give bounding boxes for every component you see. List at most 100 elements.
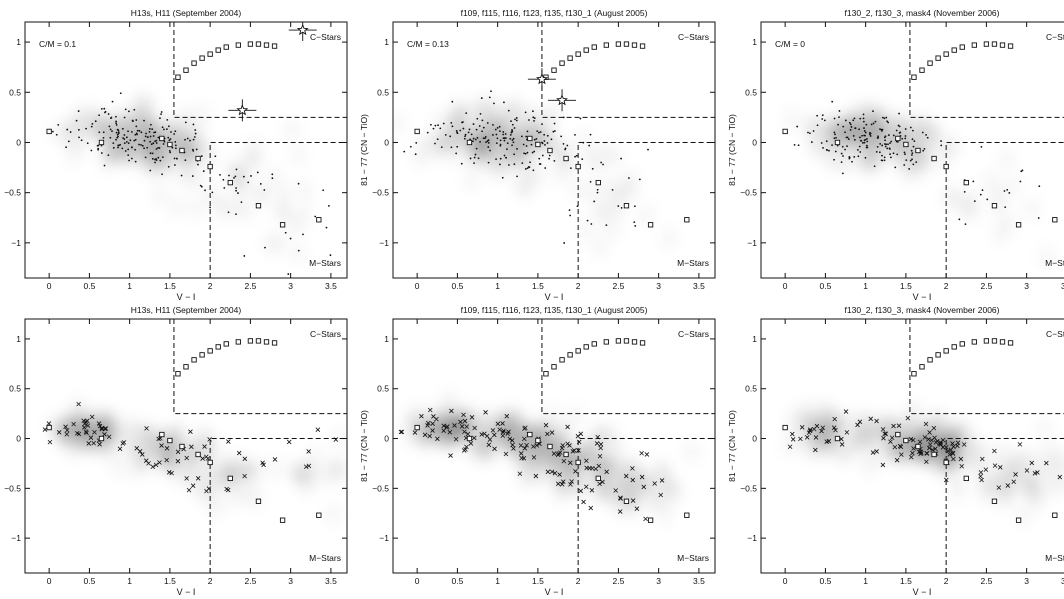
axes-frame	[24, 21, 348, 279]
star-point	[1019, 180, 1022, 183]
density-cell	[119, 114, 130, 133]
density-cell	[102, 152, 113, 171]
star-cross	[896, 423, 902, 428]
density-cell	[166, 141, 177, 160]
density-cell	[984, 475, 995, 494]
star-cross	[448, 453, 453, 458]
density-cell	[583, 436, 594, 455]
x-tick-label: 2	[944, 576, 949, 586]
reference-square	[639, 43, 646, 49]
star-point	[509, 133, 512, 136]
star-cross	[441, 423, 447, 429]
star-cross	[557, 472, 562, 477]
star-point	[844, 148, 846, 151]
density-cell	[157, 444, 168, 463]
star-cross	[813, 435, 819, 440]
density-cell	[125, 147, 136, 166]
reference-square	[999, 339, 1006, 345]
density-cell	[554, 165, 565, 184]
star-cross	[120, 441, 126, 446]
density-cell	[899, 114, 910, 133]
star-point	[151, 128, 154, 131]
star-point	[302, 233, 304, 236]
density-cell	[540, 424, 551, 443]
star-point	[450, 121, 453, 124]
candidate-star-marker	[236, 104, 249, 116]
star-point	[96, 144, 99, 147]
star-cross	[139, 452, 145, 457]
star-cross	[106, 434, 112, 440]
density-cell	[854, 101, 865, 120]
star-cross	[479, 432, 485, 437]
reference-square	[175, 371, 181, 377]
star-point	[821, 114, 824, 117]
density-cell	[100, 126, 111, 145]
star-point	[544, 167, 547, 169]
star-cross	[874, 449, 879, 454]
star-point	[511, 144, 513, 147]
reference-square	[547, 443, 553, 450]
density-cell	[188, 143, 199, 162]
star-point	[146, 136, 149, 139]
reference-square	[563, 451, 569, 458]
star-cross	[855, 422, 860, 428]
star-cross	[306, 463, 312, 469]
star-point	[964, 223, 967, 226]
panel-6: C−Stars M−Stars 0 0.5 1 1.5 2 2.5 3 3.5 1 0.5 0 −0.5 −…	[727, 305, 1064, 597]
m-stars-label: M−Stars	[677, 553, 709, 563]
star-cross	[581, 499, 586, 505]
density-cell	[129, 103, 140, 122]
density-cell	[131, 461, 142, 480]
star-point	[887, 134, 890, 136]
star-point	[512, 137, 515, 140]
cm-ratio-label: C/M = 0.13	[407, 39, 449, 49]
star-point	[409, 145, 412, 148]
density-cell	[444, 391, 455, 410]
star-cross	[597, 481, 602, 487]
star-point	[130, 130, 133, 133]
star-cross	[1044, 460, 1049, 466]
star-point	[140, 144, 142, 146]
star-cross	[472, 435, 477, 441]
panel-2: C−Stars M−Stars 0 0.5 1 1.5 2 2.5 3 3.5 1 0.5 0 −0.5 −…	[359, 8, 716, 302]
star-point	[169, 151, 172, 154]
star-cross	[565, 424, 570, 430]
density-cell	[525, 134, 536, 153]
density-cell	[293, 145, 304, 164]
star-point	[848, 156, 851, 159]
star-point	[138, 143, 140, 146]
density-cell	[204, 185, 215, 204]
star-point	[849, 123, 852, 126]
density-cell	[808, 115, 819, 134]
star-point	[570, 167, 572, 170]
star-cross	[465, 431, 471, 437]
star-cross	[88, 435, 94, 440]
star-point	[892, 134, 895, 137]
reference-square	[414, 128, 420, 135]
star-point	[474, 138, 477, 141]
star-point	[98, 131, 101, 134]
star-cross	[979, 477, 984, 483]
reference-square	[647, 222, 654, 228]
star-point	[862, 113, 865, 116]
star-point	[544, 143, 546, 146]
density-cell	[585, 446, 596, 465]
density-cell	[206, 466, 217, 485]
density-cell	[67, 145, 78, 164]
star-point	[526, 130, 529, 133]
density-cell	[468, 440, 479, 459]
density-cell	[625, 180, 636, 199]
star-point	[149, 152, 152, 155]
density-cell	[589, 182, 600, 201]
reference-square	[959, 44, 965, 50]
star-cross	[594, 441, 600, 446]
density-cell	[156, 114, 167, 133]
star-point	[77, 110, 80, 112]
star-point	[972, 180, 975, 183]
star-cross	[910, 437, 916, 443]
star-cross	[575, 433, 581, 439]
density-cell	[873, 154, 884, 173]
star-cross	[927, 442, 933, 447]
star-point	[889, 142, 891, 145]
reference-square	[98, 139, 105, 146]
